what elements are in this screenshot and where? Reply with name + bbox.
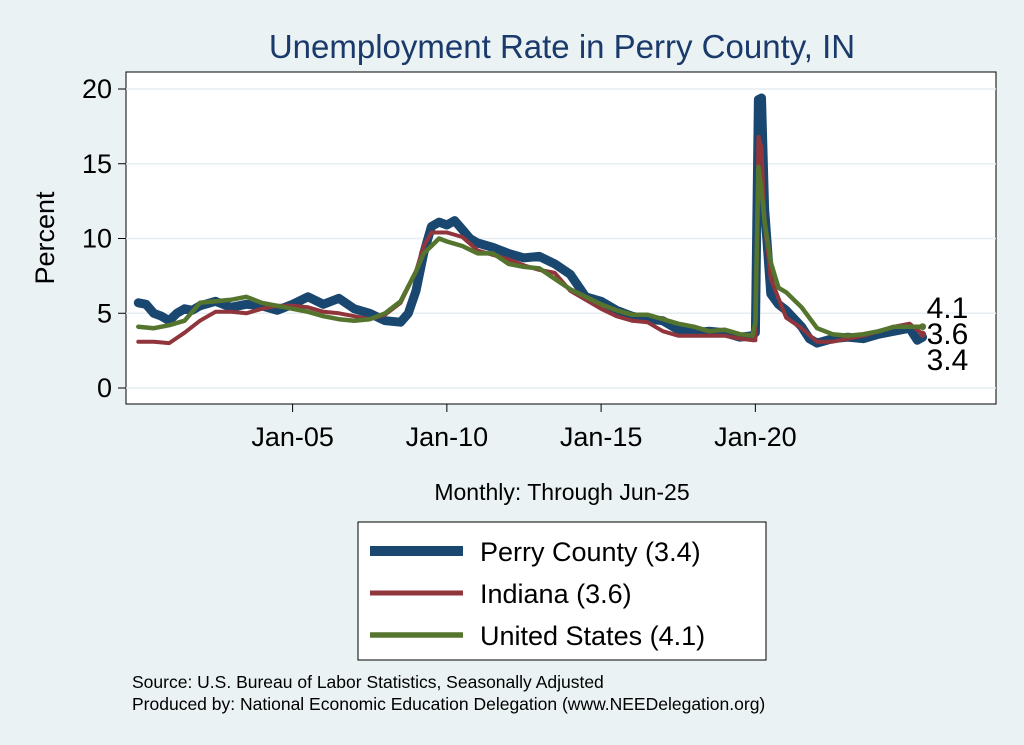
source-line: Source: U.S. Bureau of Labor Statistics,… [132, 672, 604, 692]
end-labels: 3.43.64.1 [919, 292, 968, 377]
y-tick-label: 10 [82, 224, 112, 254]
x-axis-ticks: Jan-05 Jan-10 Jan-15 Jan-20 [251, 404, 797, 452]
legend: Perry County (3.4) Indiana (3.6) United St… [357, 521, 767, 661]
y-tick-label: 5 [97, 298, 112, 328]
producer-line: Produced by: National Economic Education… [132, 694, 765, 714]
y-axis-ticks: 0 5 10 15 20 [82, 74, 126, 403]
series-end-label: 4.1 [927, 292, 969, 325]
y-tick-label: 0 [97, 373, 112, 403]
y-tick-label: 20 [82, 74, 112, 104]
series-end-label: 3.6 [927, 318, 969, 351]
x-tick-label: Jan-15 [560, 422, 643, 452]
y-axis-label: Percent [30, 191, 60, 285]
x-tick-label: Jan-20 [714, 422, 797, 452]
x-tick-label: Jan-10 [406, 422, 489, 452]
x-tick-label: Jan-05 [251, 422, 334, 452]
series-end-point [919, 323, 927, 331]
y-tick-label: 15 [82, 149, 112, 179]
legend-label: Perry County (3.4) [480, 537, 701, 567]
chart-title: Unemployment Rate in Perry County, IN [269, 28, 855, 65]
series-end-label: 3.4 [927, 344, 969, 377]
x-axis-label: Monthly: Through Jun-25 [434, 479, 689, 505]
gridlines [126, 88, 996, 389]
series-end-point [919, 330, 927, 338]
legend-label: Indiana (3.6) [480, 579, 632, 609]
legend-label: United States (4.1) [480, 621, 705, 651]
series-line [136, 164, 925, 338]
series-lines [133, 93, 928, 348]
